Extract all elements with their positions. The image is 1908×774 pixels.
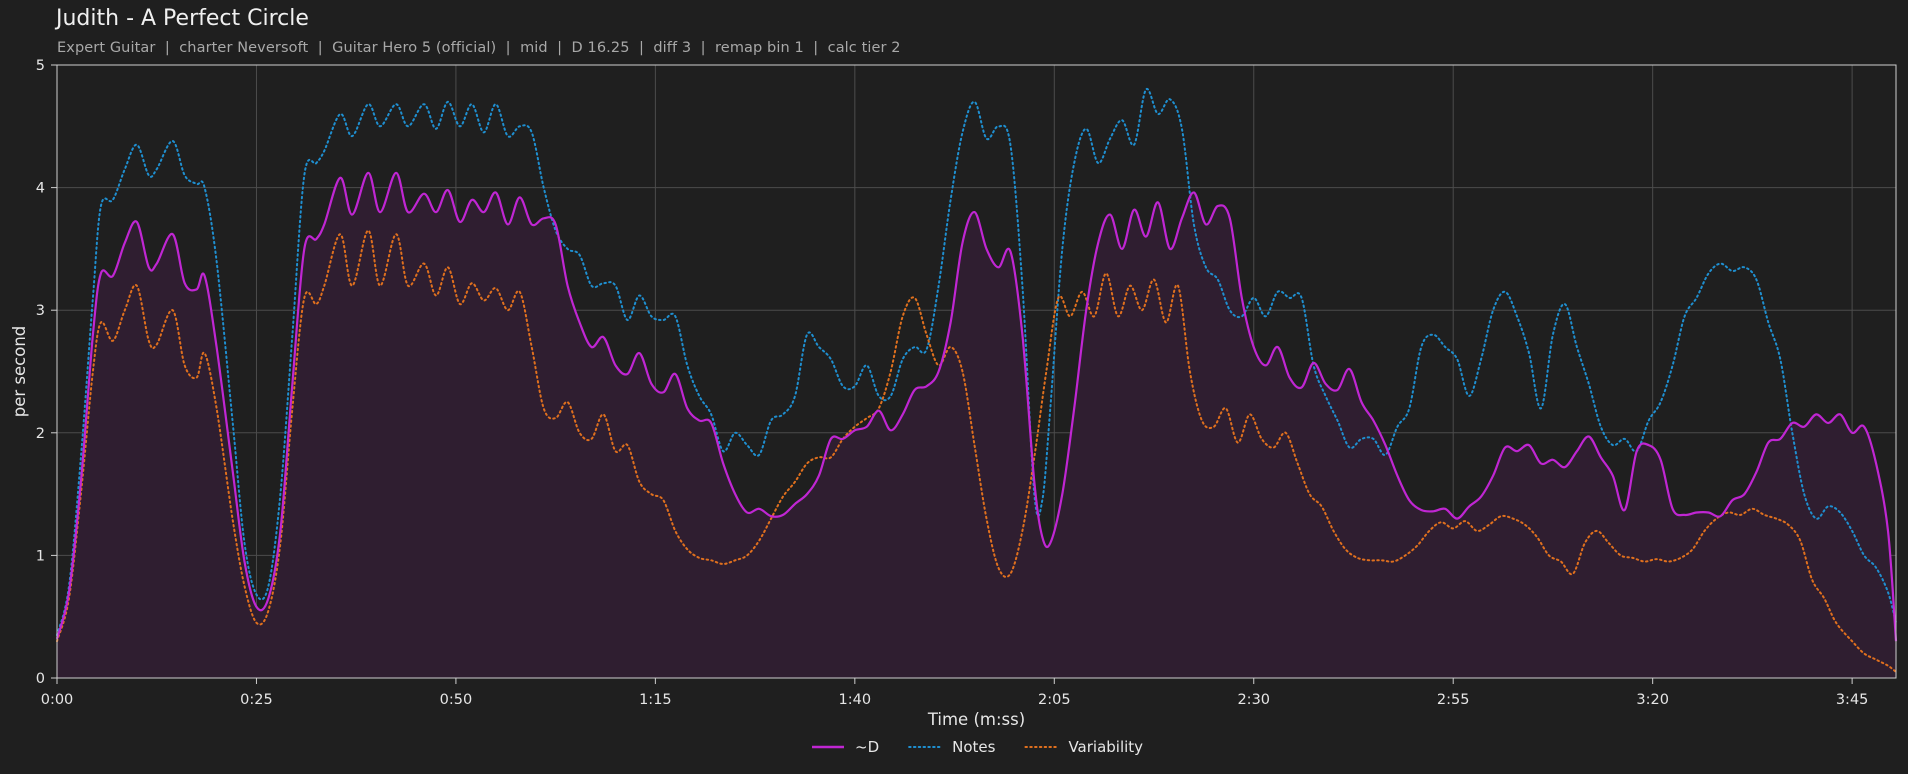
series-line-0 <box>55 171 1898 642</box>
x-tick-label: 2:05 <box>1038 692 1071 708</box>
plot-frame <box>56 64 1897 679</box>
x-tick-label: 3:45 <box>1836 692 1869 708</box>
legend-label: Variability <box>1068 738 1143 756</box>
x-tick-label: 0:25 <box>240 692 273 708</box>
legend-label: ~D <box>855 738 879 756</box>
y-tick-label: 1 <box>36 548 45 564</box>
legend: ~D Notes Variability <box>812 738 1143 756</box>
y-tick-label: 3 <box>36 303 45 319</box>
x-tick-label: 2:55 <box>1437 692 1470 708</box>
y-tick-label: 4 <box>36 181 45 197</box>
series-fill-0 <box>57 172 1896 679</box>
x-tick-label: 3:20 <box>1636 692 1669 708</box>
legend-item-2: Variability <box>1024 738 1143 756</box>
legend-item-0: ~D <box>812 738 879 756</box>
x-tick-label: 0:50 <box>440 692 473 708</box>
y-tick-label: 0 <box>36 671 45 687</box>
chart-title: Judith - A Perfect Circle <box>56 6 309 31</box>
x-tick-label: 1:40 <box>839 692 872 708</box>
x-axis-label: Time (m:ss) <box>927 710 1025 729</box>
y-axis-label: per second <box>10 326 29 418</box>
chart-subtitle: Expert Guitar | charter Neversoft | Guit… <box>57 40 901 56</box>
series-line-1 <box>56 88 1897 637</box>
x-tick-label: 2:30 <box>1237 692 1270 708</box>
legend-label: Notes <box>952 738 996 756</box>
series-line-2 <box>56 229 1897 673</box>
x-tick-label: 0:00 <box>41 692 74 708</box>
area-fill-layer <box>57 172 1896 679</box>
axis-ticks: 0:00 0:25 0:50 1:15 1:40 2:05 2:30 2:55 3:20 3:45… <box>36 58 1869 708</box>
y-tick-label: 5 <box>36 58 45 74</box>
series-lines <box>55 88 1898 673</box>
legend-item-1: Notes <box>908 738 996 756</box>
x-tick-label: 1:15 <box>639 692 672 708</box>
y-tick-label: 2 <box>36 426 45 442</box>
